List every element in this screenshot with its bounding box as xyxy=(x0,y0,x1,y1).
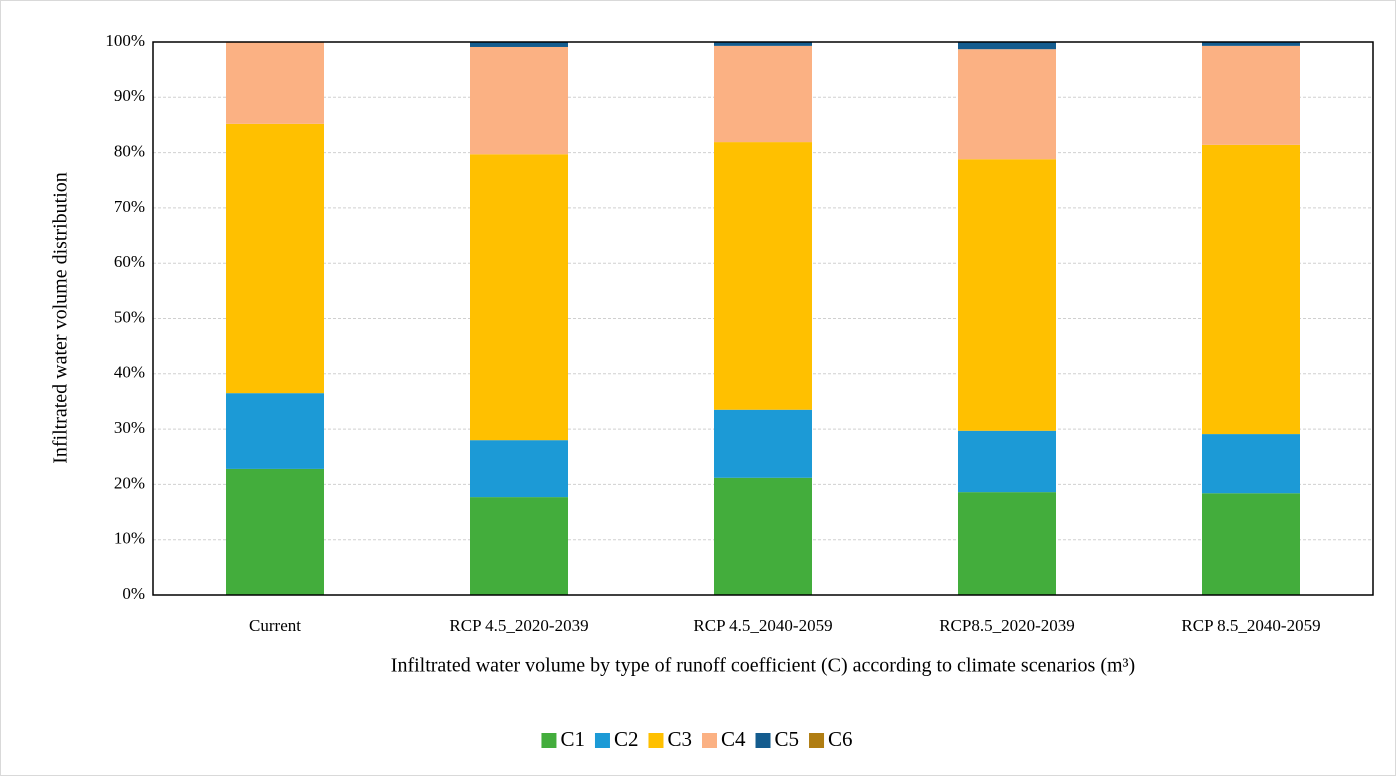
legend-swatch xyxy=(809,733,825,748)
bar-segment xyxy=(1202,45,1300,145)
bar-segment xyxy=(226,393,324,469)
plot-frame xyxy=(152,41,1374,596)
legend-swatch xyxy=(755,733,771,748)
bar-segment xyxy=(714,142,812,410)
y-tick-label: 70% xyxy=(114,197,145,216)
bar-segment xyxy=(958,492,1056,595)
y-tick-label: 0% xyxy=(122,584,145,603)
y-axis-title: Infiltrated water volume distribution xyxy=(50,172,72,464)
legend-label: C5 xyxy=(775,727,800,751)
bar-segment xyxy=(1202,144,1300,435)
legend-label: C3 xyxy=(667,727,692,751)
bar-segment xyxy=(470,46,568,155)
bar-segment xyxy=(226,468,324,595)
bar-segment xyxy=(470,154,568,441)
x-axis-title: Infiltrated water volume by type of runo… xyxy=(391,655,1135,677)
legend-label: C2 xyxy=(614,727,639,751)
bar-segment xyxy=(470,440,568,498)
y-tick-label: 100% xyxy=(105,31,145,50)
y-tick-label: 10% xyxy=(114,529,145,548)
bar-segment xyxy=(470,42,568,47)
bar-segment xyxy=(714,45,812,143)
x-tick-label: Current xyxy=(249,616,301,635)
bar-segment xyxy=(1202,42,1300,46)
bar-segment xyxy=(226,42,324,124)
bar-segment xyxy=(714,477,812,595)
bar-segment xyxy=(958,159,1056,431)
legend-label: C6 xyxy=(828,727,853,751)
legend-swatch xyxy=(702,733,717,748)
bar-segment xyxy=(714,409,812,478)
y-tick-label: 80% xyxy=(114,142,145,161)
bar-segment xyxy=(958,430,1056,493)
legend-swatch xyxy=(541,733,557,748)
bar-segment xyxy=(958,49,1056,160)
x-tick-label: RCP8.5_2020-2039 xyxy=(939,616,1075,635)
x-tick-label: RCP 4.5_2040-2059 xyxy=(693,616,832,635)
y-tick-label: 40% xyxy=(114,363,145,382)
bar-segment xyxy=(958,42,1056,50)
legend-swatch xyxy=(594,733,610,748)
legend-label: C4 xyxy=(721,727,746,751)
y-tick-label: 50% xyxy=(114,307,145,326)
y-tick-label: 20% xyxy=(114,473,145,492)
legend-swatch xyxy=(648,733,664,748)
x-tick-label: RCP 8.5_2040-2059 xyxy=(1181,616,1320,635)
bar-segment xyxy=(226,123,324,394)
x-tick-label: RCP 4.5_2020-2039 xyxy=(449,616,588,635)
y-tick-label: 90% xyxy=(114,86,145,105)
bar-segment xyxy=(714,42,812,46)
y-tick-label: 60% xyxy=(114,252,145,271)
bar-segment xyxy=(1202,434,1300,494)
bar-segment xyxy=(1202,493,1300,595)
legend-label: C1 xyxy=(560,727,585,751)
y-tick-label: 30% xyxy=(114,418,145,437)
bar-segment xyxy=(470,497,568,595)
